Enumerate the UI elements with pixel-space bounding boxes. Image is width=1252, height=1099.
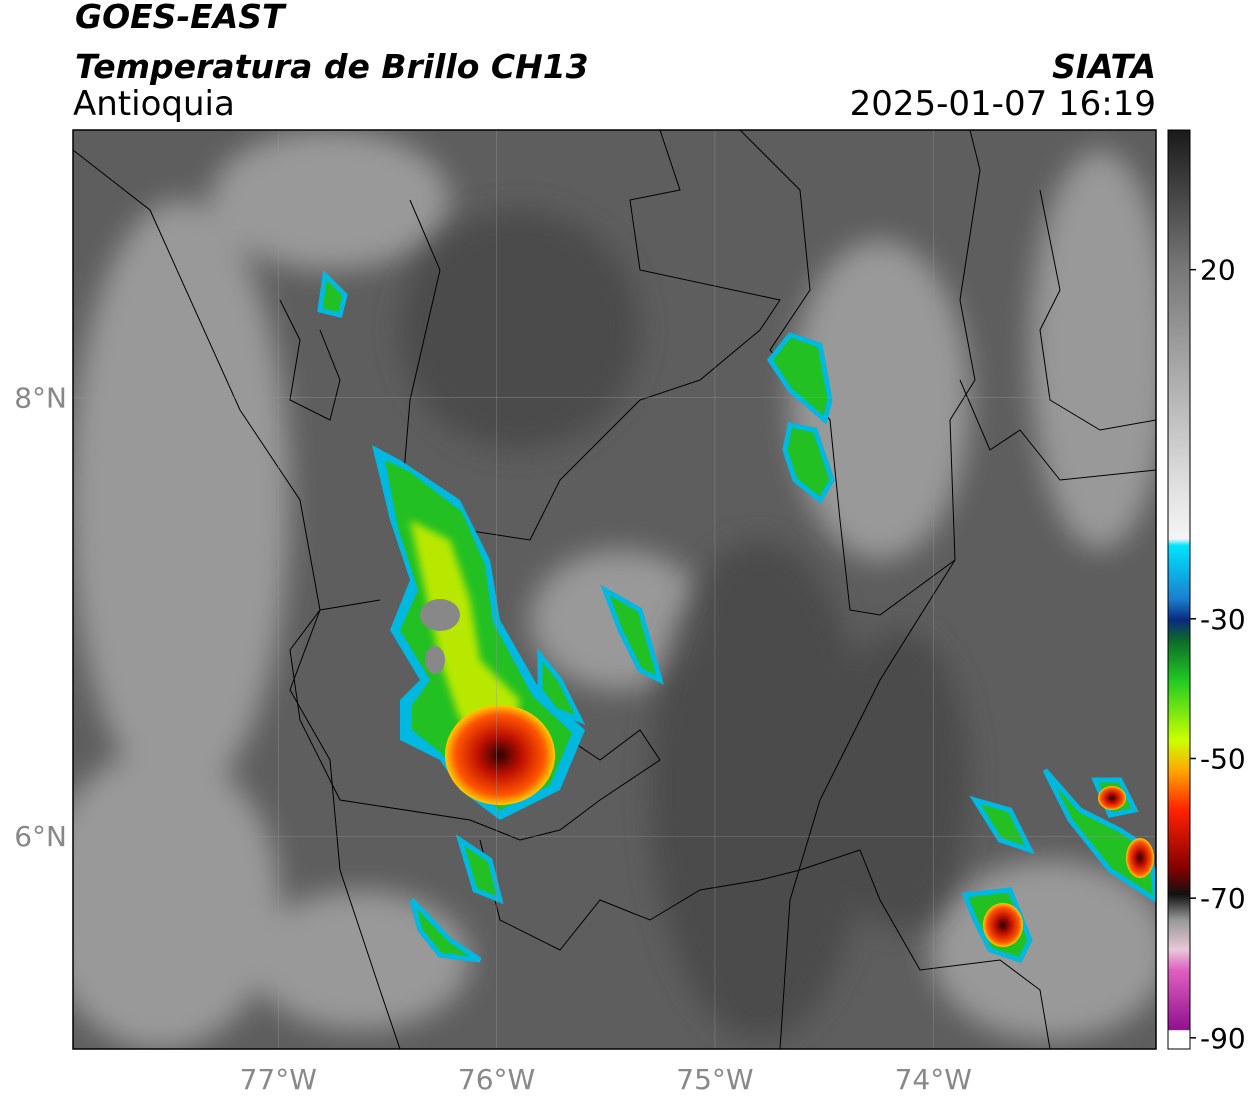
colorbar (1167, 129, 1191, 1050)
map-frame (72, 129, 1157, 1050)
colorbar-tick-label: -70 (1200, 882, 1246, 915)
colorbar-tick-label: -90 (1200, 1022, 1246, 1055)
source: SIATA (1052, 47, 1156, 86)
colorbar-tick-label: 20 (1200, 254, 1236, 287)
subtitle: Temperatura de Brillo CH13 (75, 47, 589, 86)
region: Antioquia (73, 84, 235, 124)
lon-tick-label: 74°W (895, 1063, 972, 1096)
satellite-image (73, 130, 1156, 1049)
lon-tick-label: 77°W (240, 1063, 317, 1096)
colorbar-tick-label: -30 (1200, 603, 1246, 636)
lat-tick-label: 8°N (14, 382, 67, 415)
colorbar-tick-label: -50 (1200, 742, 1246, 775)
lon-tick-label: 75°W (676, 1063, 753, 1096)
graticule (73, 130, 1156, 1049)
cold-cloud-tops (317, 269, 1156, 964)
timestamp: 2025-01-07 16:19 (850, 84, 1156, 124)
title: GOES-EAST (75, 0, 287, 36)
lat-tick-label: 6°N (14, 820, 67, 853)
lon-tick-label: 76°W (458, 1063, 535, 1096)
